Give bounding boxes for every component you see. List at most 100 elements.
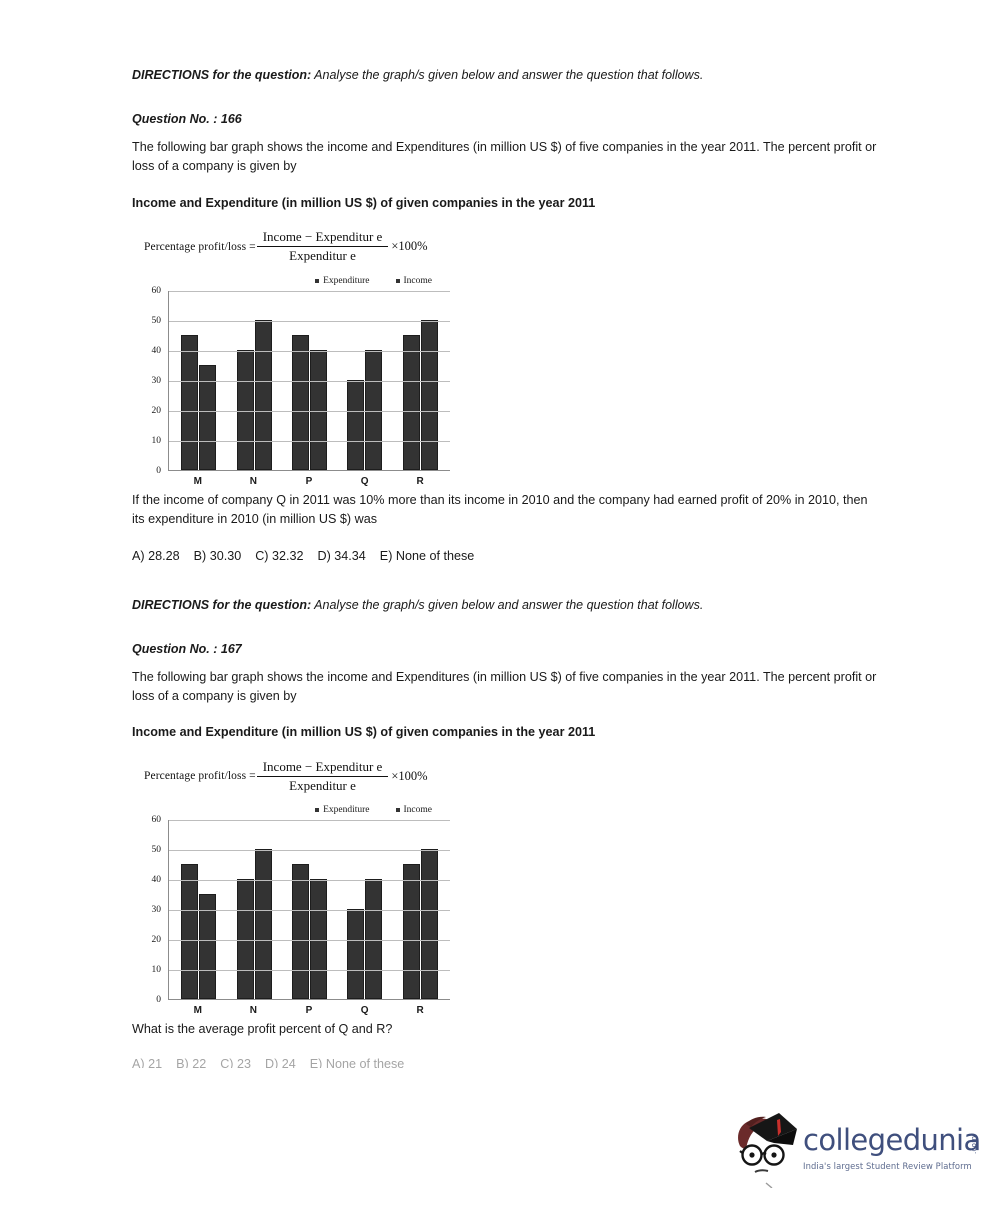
collegedunia-watermark: collegedunia .com India's largest Studen…: [727, 1106, 981, 1191]
legend-swatch-icon: [395, 278, 400, 283]
y-axis-tick-label: 50: [151, 315, 162, 326]
legend-label: Income: [403, 805, 433, 816]
y-axis-tick-label: 40: [151, 345, 162, 356]
bar-income-r: [420, 319, 438, 470]
y-axis-tick-label: 60: [151, 815, 162, 826]
question-text: What is the average profit percent of Q …: [132, 1022, 393, 1037]
graduate-mascot-svg: [738, 1112, 797, 1189]
bar-group-n: [236, 319, 272, 470]
gridline: [169, 440, 450, 442]
y-axis-tick-label: 30: [151, 905, 162, 916]
bar-groups: [169, 820, 450, 1000]
answer-options-clipped: A) 21 B) 22 C) 23 D) 24 E) None of these: [132, 1057, 880, 1068]
profit-loss-formula: Percentage profit/loss = Income − Expend…: [144, 755, 880, 797]
bar-income-p: [309, 349, 327, 470]
formula-denominator: Expenditur e: [289, 248, 356, 264]
gridline: [169, 880, 450, 882]
plot-area: [168, 820, 450, 1001]
legend-label: Income: [403, 275, 433, 286]
bar-expenditure-q: [347, 379, 365, 470]
y-axis-tick-label: 20: [151, 405, 162, 416]
question-text: If the income of company Q in 2011 was 1…: [132, 492, 868, 526]
y-axis-tick-label: 10: [151, 965, 162, 976]
y-axis-tick-label: 10: [151, 435, 162, 446]
plot-area: [168, 290, 450, 471]
formula-numerator: Income − Expenditur e: [256, 759, 389, 777]
y-axis-tick-label: 20: [151, 935, 162, 946]
bar-income-q: [365, 879, 383, 1000]
y-axis-tick-label: 60: [151, 285, 162, 296]
bar-income-n: [254, 849, 272, 1000]
bar-expenditure-m: [181, 864, 199, 1000]
gridline: [169, 910, 450, 912]
gridline: [169, 410, 450, 412]
bar-income-m: [199, 894, 217, 1000]
x-axis-tick-label: R: [416, 475, 424, 487]
mascot-icon: [727, 1110, 799, 1189]
bar-expenditure-q: [347, 909, 365, 1000]
y-axis-tick-label: 0: [156, 465, 161, 476]
bar-expenditure-r: [402, 334, 420, 470]
bar-group-q: [347, 879, 383, 1000]
formula-fraction: Income − Expenditur e Expenditur e: [256, 229, 389, 264]
plot-area-wrapper: 0 10 20 30 40 50 60 M N P Q R: [140, 815, 450, 1020]
chart-legend: Expenditure Income: [140, 805, 450, 815]
directions-label: DIRECTIONS for the question:: [132, 597, 312, 612]
bar-income-n: [254, 319, 272, 470]
question-block-166: DIRECTIONS for the question: Analyse the…: [132, 66, 880, 566]
x-axis-tick-label: N: [249, 1005, 257, 1017]
formula-lhs: Percentage profit/loss =: [144, 240, 256, 253]
bar-group-m: [181, 334, 217, 470]
bar-expenditure-n: [236, 879, 254, 1000]
y-axis-tick-label: 50: [151, 845, 162, 856]
bar-group-n: [236, 849, 272, 1000]
legend-swatch-icon: [315, 278, 320, 283]
bar-chart-1: Expenditure Income 0 10 20 30 40 50 60 M N P Q R: [140, 276, 450, 491]
legend-item-expenditure: Expenditure: [315, 805, 370, 815]
bar-expenditure-p: [291, 334, 309, 470]
gridline: [169, 940, 450, 942]
gridline: [169, 380, 450, 382]
gridline: [169, 970, 450, 972]
y-axis-tick-label: 40: [151, 875, 162, 886]
question-block-167: DIRECTIONS for the question: Analyse the…: [132, 596, 880, 1069]
bar-income-p: [309, 879, 327, 1000]
legend-item-income: Income: [395, 805, 433, 816]
brand-name: collegedunia .com: [803, 1126, 981, 1155]
question-intro: The following bar graph shows the income…: [132, 669, 877, 703]
bar-expenditure-p: [291, 864, 309, 1000]
formula-lhs: Percentage profit/loss =: [144, 770, 256, 783]
gridline: [169, 820, 450, 822]
x-axis-tick-label: N: [249, 475, 257, 487]
logo-text-group: collegedunia .com India's largest Studen…: [803, 1126, 981, 1172]
answer-options: A) 28.28 B) 30.30 C) 32.32 D) 34.34 E) N…: [132, 548, 475, 563]
chart-legend: Expenditure Income: [140, 276, 450, 286]
x-axis-tick-label: P: [305, 1005, 313, 1017]
brand-tagline: India's largest Student Review Platform: [803, 1161, 972, 1171]
formula-numerator: Income − Expenditur e: [256, 229, 389, 248]
y-axis: 0 10 20 30 40 50 60: [140, 286, 166, 476]
y-axis-tick-label: 0: [156, 995, 161, 1006]
bar-income-r: [420, 849, 438, 1000]
gridline: [169, 320, 450, 322]
bar-group-q: [347, 349, 383, 470]
x-axis-tick-label: Q: [360, 1005, 369, 1017]
legend-swatch-icon: [395, 808, 400, 813]
x-axis-tick-label: R: [416, 1005, 424, 1017]
profit-loss-formula: Percentage profit/loss = Income − Expend…: [144, 226, 880, 268]
formula-fraction: Income − Expenditur e Expenditur e: [256, 759, 389, 794]
brand-tld: .com: [970, 1135, 979, 1154]
gridline: [169, 350, 450, 352]
bar-groups: [169, 291, 450, 470]
legend-item-income: Income: [395, 275, 433, 286]
directions-line: DIRECTIONS for the question: Analyse the…: [132, 596, 880, 614]
formula-denominator: Expenditur e: [289, 777, 356, 793]
answer-options: A) 21 B) 22 C) 23 D) 24 E) None of these: [132, 1057, 405, 1069]
plot-area-wrapper: 0 10 20 30 40 50 60 M N P Q R: [140, 286, 450, 491]
gridline: [169, 290, 450, 292]
bar-expenditure-m: [181, 334, 199, 470]
chart-heading: Income and Expenditure (in million US $)…: [132, 195, 596, 210]
